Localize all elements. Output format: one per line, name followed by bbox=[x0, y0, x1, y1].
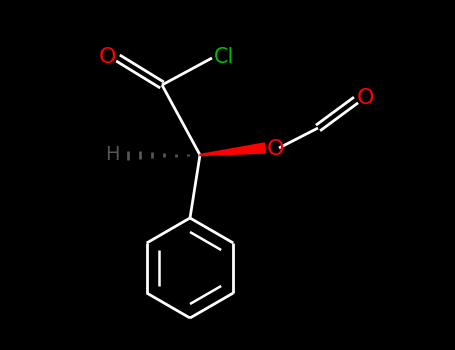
Text: O: O bbox=[98, 47, 116, 67]
Polygon shape bbox=[200, 143, 266, 155]
Text: Cl: Cl bbox=[214, 47, 234, 67]
Text: O: O bbox=[356, 88, 374, 108]
Text: H: H bbox=[105, 146, 119, 164]
Text: O: O bbox=[267, 139, 285, 159]
